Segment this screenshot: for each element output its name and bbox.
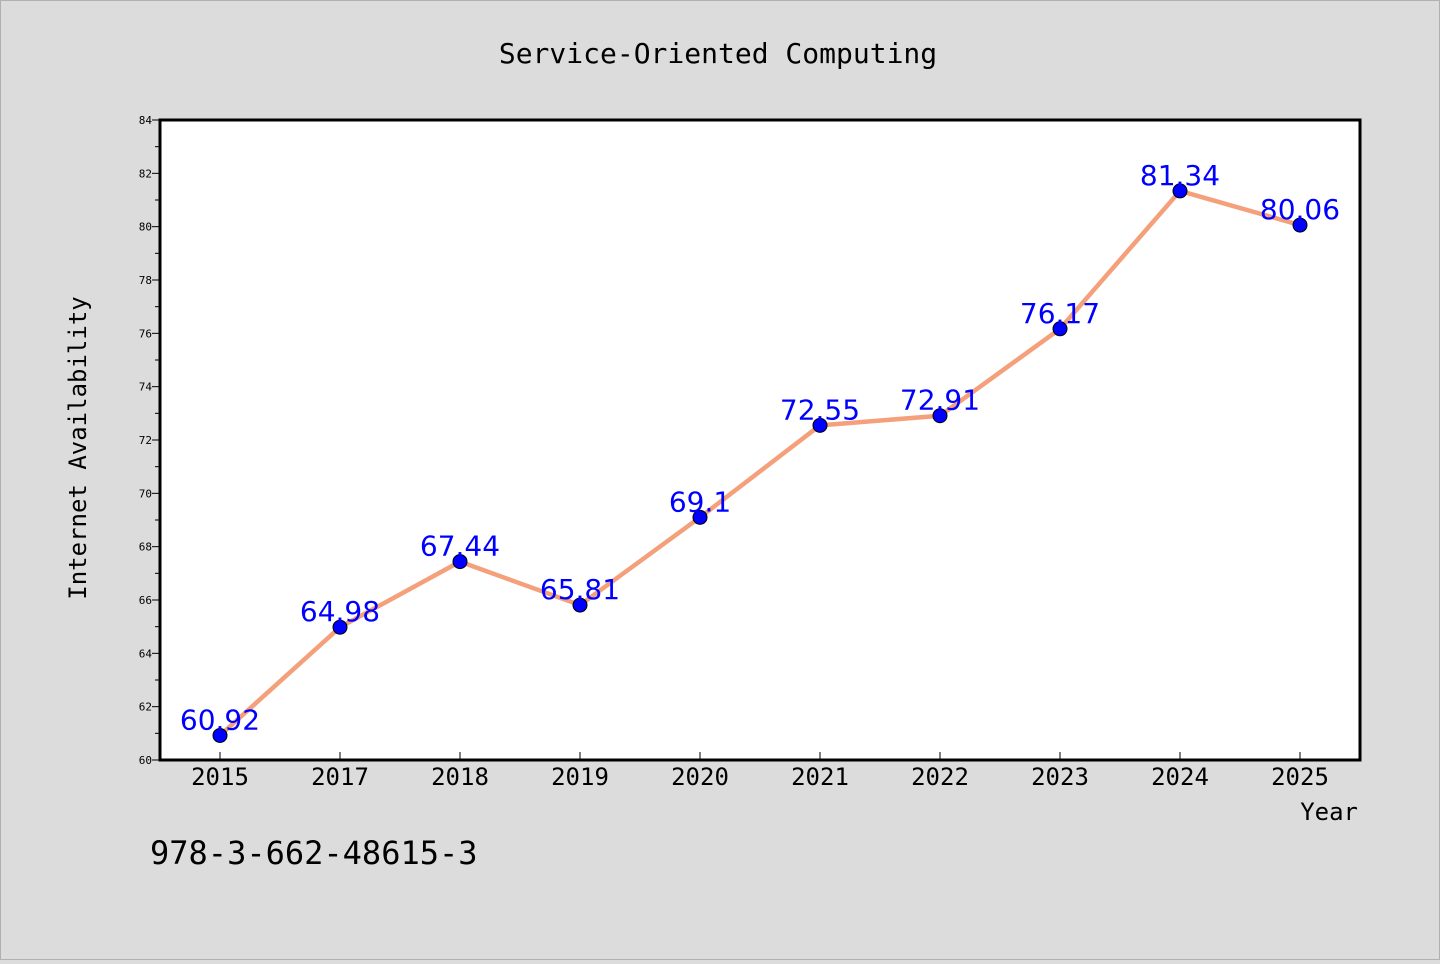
x-tick-label: 2019 xyxy=(551,763,609,791)
data-point xyxy=(932,408,948,424)
y-tick-label: 80 xyxy=(139,221,152,234)
x-tick-label: 2018 xyxy=(431,763,489,791)
y-tick-label: 68 xyxy=(139,541,152,554)
data-point xyxy=(1172,183,1188,199)
data-label: 69.1 xyxy=(669,485,731,518)
data-label: 65.81 xyxy=(540,573,620,606)
data-point xyxy=(212,727,228,743)
isbn-annotation: 978-3-662-48615-3 xyxy=(150,834,478,872)
data-label: 80.06 xyxy=(1260,193,1340,226)
data-point xyxy=(452,554,468,570)
x-tick-label: 2022 xyxy=(911,763,969,791)
y-tick-label: 64 xyxy=(139,647,153,660)
data-label: 60.92 xyxy=(180,703,260,736)
x-axis-label: Year xyxy=(1300,798,1358,826)
data-label: 67.44 xyxy=(420,530,500,563)
y-tick-label: 78 xyxy=(139,274,152,287)
data-label: 72.55 xyxy=(780,393,860,426)
y-axis: 60 62 64 66 68 70 72 74 76 78 80 82 84 xyxy=(139,114,160,767)
x-tick-label: 2023 xyxy=(1031,763,1089,791)
x-tick-label: 2020 xyxy=(671,763,729,791)
series-line xyxy=(217,188,1303,738)
y-tick-label: 82 xyxy=(139,167,152,180)
data-point xyxy=(572,597,588,613)
data-point xyxy=(692,509,708,525)
data-label: 64.98 xyxy=(300,595,380,628)
y-tick-label: 72 xyxy=(139,434,152,447)
y-tick-label: 76 xyxy=(139,327,152,340)
x-tick-label: 2025 xyxy=(1271,763,1329,791)
data-label: 81.34 xyxy=(1140,159,1220,192)
x-tick-label: 2021 xyxy=(791,763,849,791)
data-label: 72.91 xyxy=(900,384,980,417)
y-tick-label: 66 xyxy=(139,594,152,607)
y-tick-label: 62 xyxy=(139,701,152,714)
x-tick-label: 2015 xyxy=(191,763,249,791)
data-point xyxy=(812,417,828,433)
data-point xyxy=(1052,321,1068,337)
x-tick-label: 2024 xyxy=(1151,763,1209,791)
data-point xyxy=(1292,217,1308,233)
plot-area xyxy=(158,118,1362,762)
y-tick-label: 60 xyxy=(139,754,152,767)
y-tick-label: 74 xyxy=(139,381,153,394)
data-point xyxy=(332,619,348,635)
y-axis-label: Internet Availability xyxy=(64,296,92,599)
chart-title: Service-Oriented Computing xyxy=(499,37,937,70)
series-markers xyxy=(212,183,1308,743)
x-tick-label: 2017 xyxy=(311,763,369,791)
data-label: 76.17 xyxy=(1020,297,1100,330)
x-axis: 2015 2017 2018 2019 2020 2021 2022 2023 2024 2025 xyxy=(191,752,1329,791)
data-labels: 60.92 64.98 67.44 65.81 69.1 72.55 72.91 76.17 8… xyxy=(180,159,1340,737)
y-tick-label: 70 xyxy=(139,487,152,500)
y-tick-label: 84 xyxy=(139,114,153,127)
